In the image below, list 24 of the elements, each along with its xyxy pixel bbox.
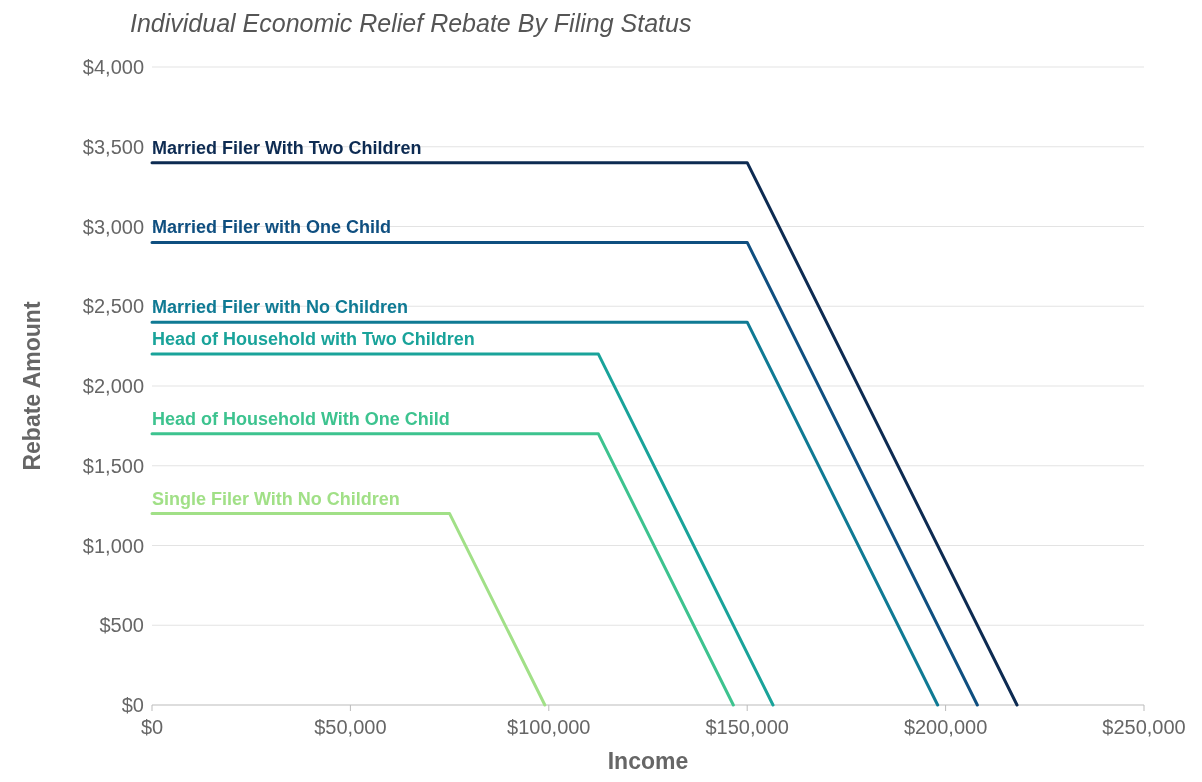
y-tick-label: $500 [99, 614, 144, 637]
x-tick-label: $150,000 [705, 716, 789, 738]
series-label: Head of Household with Two Children [152, 329, 475, 350]
y-tick-label: $3,000 [82, 215, 144, 238]
series-label: Married Filer with No Children [152, 297, 409, 318]
series-label: Single Filer With No Children [152, 488, 400, 509]
y-tick-label: $2,500 [82, 295, 144, 318]
series-label: Married Filer With Two Children [152, 137, 422, 158]
y-axis-title: Rebate Amount [19, 301, 45, 471]
y-tick-label: $1,000 [82, 534, 144, 557]
series-label: Head of Household With One Child [152, 408, 450, 429]
x-axis-title: Income [607, 748, 689, 774]
series-label: Married Filer with One Child [152, 217, 392, 238]
y-tick-label: $2,000 [82, 375, 144, 397]
x-tick-label: $50,000 [314, 716, 387, 738]
y-tick-label: $3,500 [82, 135, 144, 158]
y-tick-label: $0 [121, 694, 144, 716]
x-tick-label: $0 [140, 716, 164, 738]
x-tick-label: $200,000 [903, 716, 988, 738]
x-tick-label: $250,000 [1102, 716, 1186, 738]
y-tick-label: $4,000 [82, 56, 144, 78]
y-tick-label: $1,500 [82, 454, 144, 477]
chart-title: Individual Economic Relief Rebate By Filing Status [130, 9, 692, 37]
x-tick-label: $100,000 [507, 716, 591, 738]
